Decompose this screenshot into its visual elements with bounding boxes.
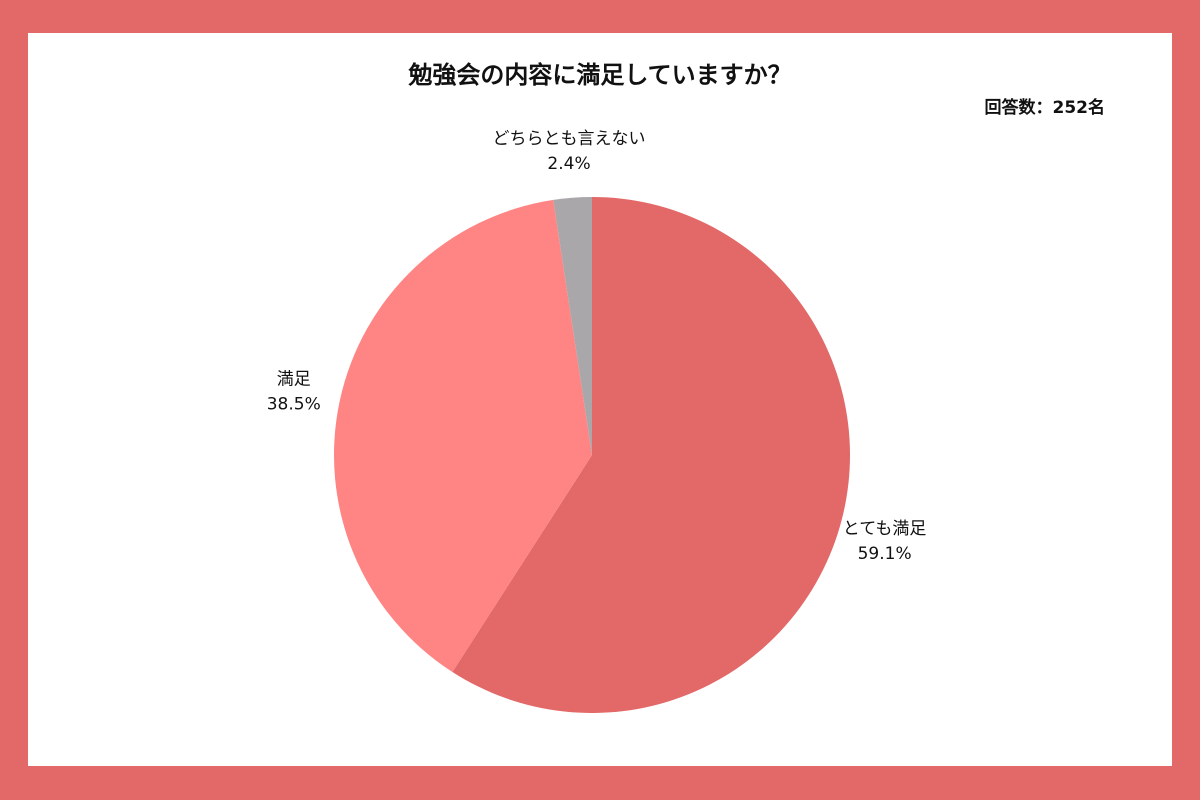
- slice-value-label: 2.4%: [547, 154, 590, 174]
- slice-label: どちらとも言えない: [493, 129, 646, 149]
- pie-slice: [553, 197, 592, 455]
- slice-value-label: 59.1%: [858, 544, 912, 564]
- slice-label: とても満足: [843, 519, 927, 539]
- pie-slice: [334, 199, 592, 672]
- note: 回答数：252名: [985, 97, 1106, 118]
- pie-slice: [452, 197, 851, 713]
- slice-value-label: 38.5%: [267, 394, 321, 414]
- slice-label: 満足: [277, 369, 311, 389]
- chart-title: 勉強会の内容に満足していますか？: [407, 61, 791, 89]
